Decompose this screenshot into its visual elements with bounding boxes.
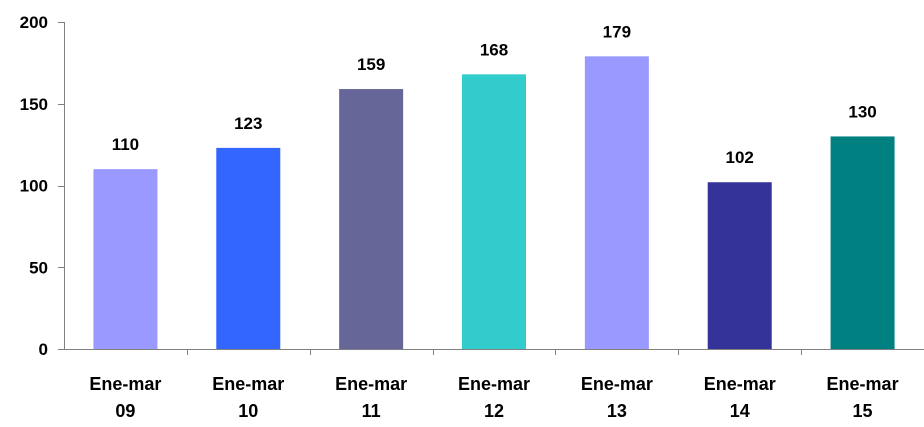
bar (339, 89, 404, 349)
data-label: 168 (480, 40, 508, 59)
data-label: 179 (603, 22, 631, 41)
bar (584, 56, 649, 350)
x-category-label-line2: 11 (362, 401, 381, 421)
x-category-label-line2: 12 (484, 401, 504, 421)
y-tick-label: 0 (39, 340, 48, 359)
x-category-label-line1: Ene-mar (89, 374, 161, 394)
x-category-label-line2: 09 (115, 401, 135, 421)
bar (93, 169, 158, 349)
y-tick-label: 200 (20, 13, 48, 32)
x-category-label-line1: Ene-mar (458, 374, 530, 394)
y-tick-label: 50 (29, 258, 48, 277)
x-category-label-line1: Ene-mar (581, 374, 653, 394)
y-axis-tick-labels: 0 50 100 150 200 (20, 13, 48, 359)
x-category-label-line2: 13 (607, 401, 627, 421)
data-label: 130 (848, 102, 876, 121)
bar (216, 147, 281, 349)
data-label: 123 (234, 114, 262, 133)
x-category-label-line2: 10 (238, 401, 258, 421)
x-category-label-line1: Ene-mar (704, 374, 776, 394)
x-category-label-line1: Ene-mar (212, 374, 284, 394)
data-label: 159 (357, 55, 385, 74)
data-label: 110 (112, 135, 139, 154)
data-label: 102 (726, 148, 754, 167)
chart-data-labels: 110 123 159 168 179 102 130 (112, 22, 877, 167)
bar (830, 136, 895, 349)
x-category-label-line1: Ene-mar (335, 374, 407, 394)
x-category-label-line1: Ene-mar (827, 374, 899, 394)
bar (462, 74, 526, 349)
x-category-label-line2: 14 (730, 401, 750, 421)
bar (707, 182, 772, 349)
chart-bars (93, 56, 895, 350)
y-tick-label: 150 (20, 95, 48, 114)
x-category-label-line2: 15 (853, 401, 873, 421)
x-axis-category-labels: Ene-mar 09 Ene-mar 10 Ene-mar 11 Ene-mar 12 Ene-… (89, 374, 898, 421)
chart-axes (58, 22, 924, 355)
y-tick-label: 100 (20, 177, 48, 196)
